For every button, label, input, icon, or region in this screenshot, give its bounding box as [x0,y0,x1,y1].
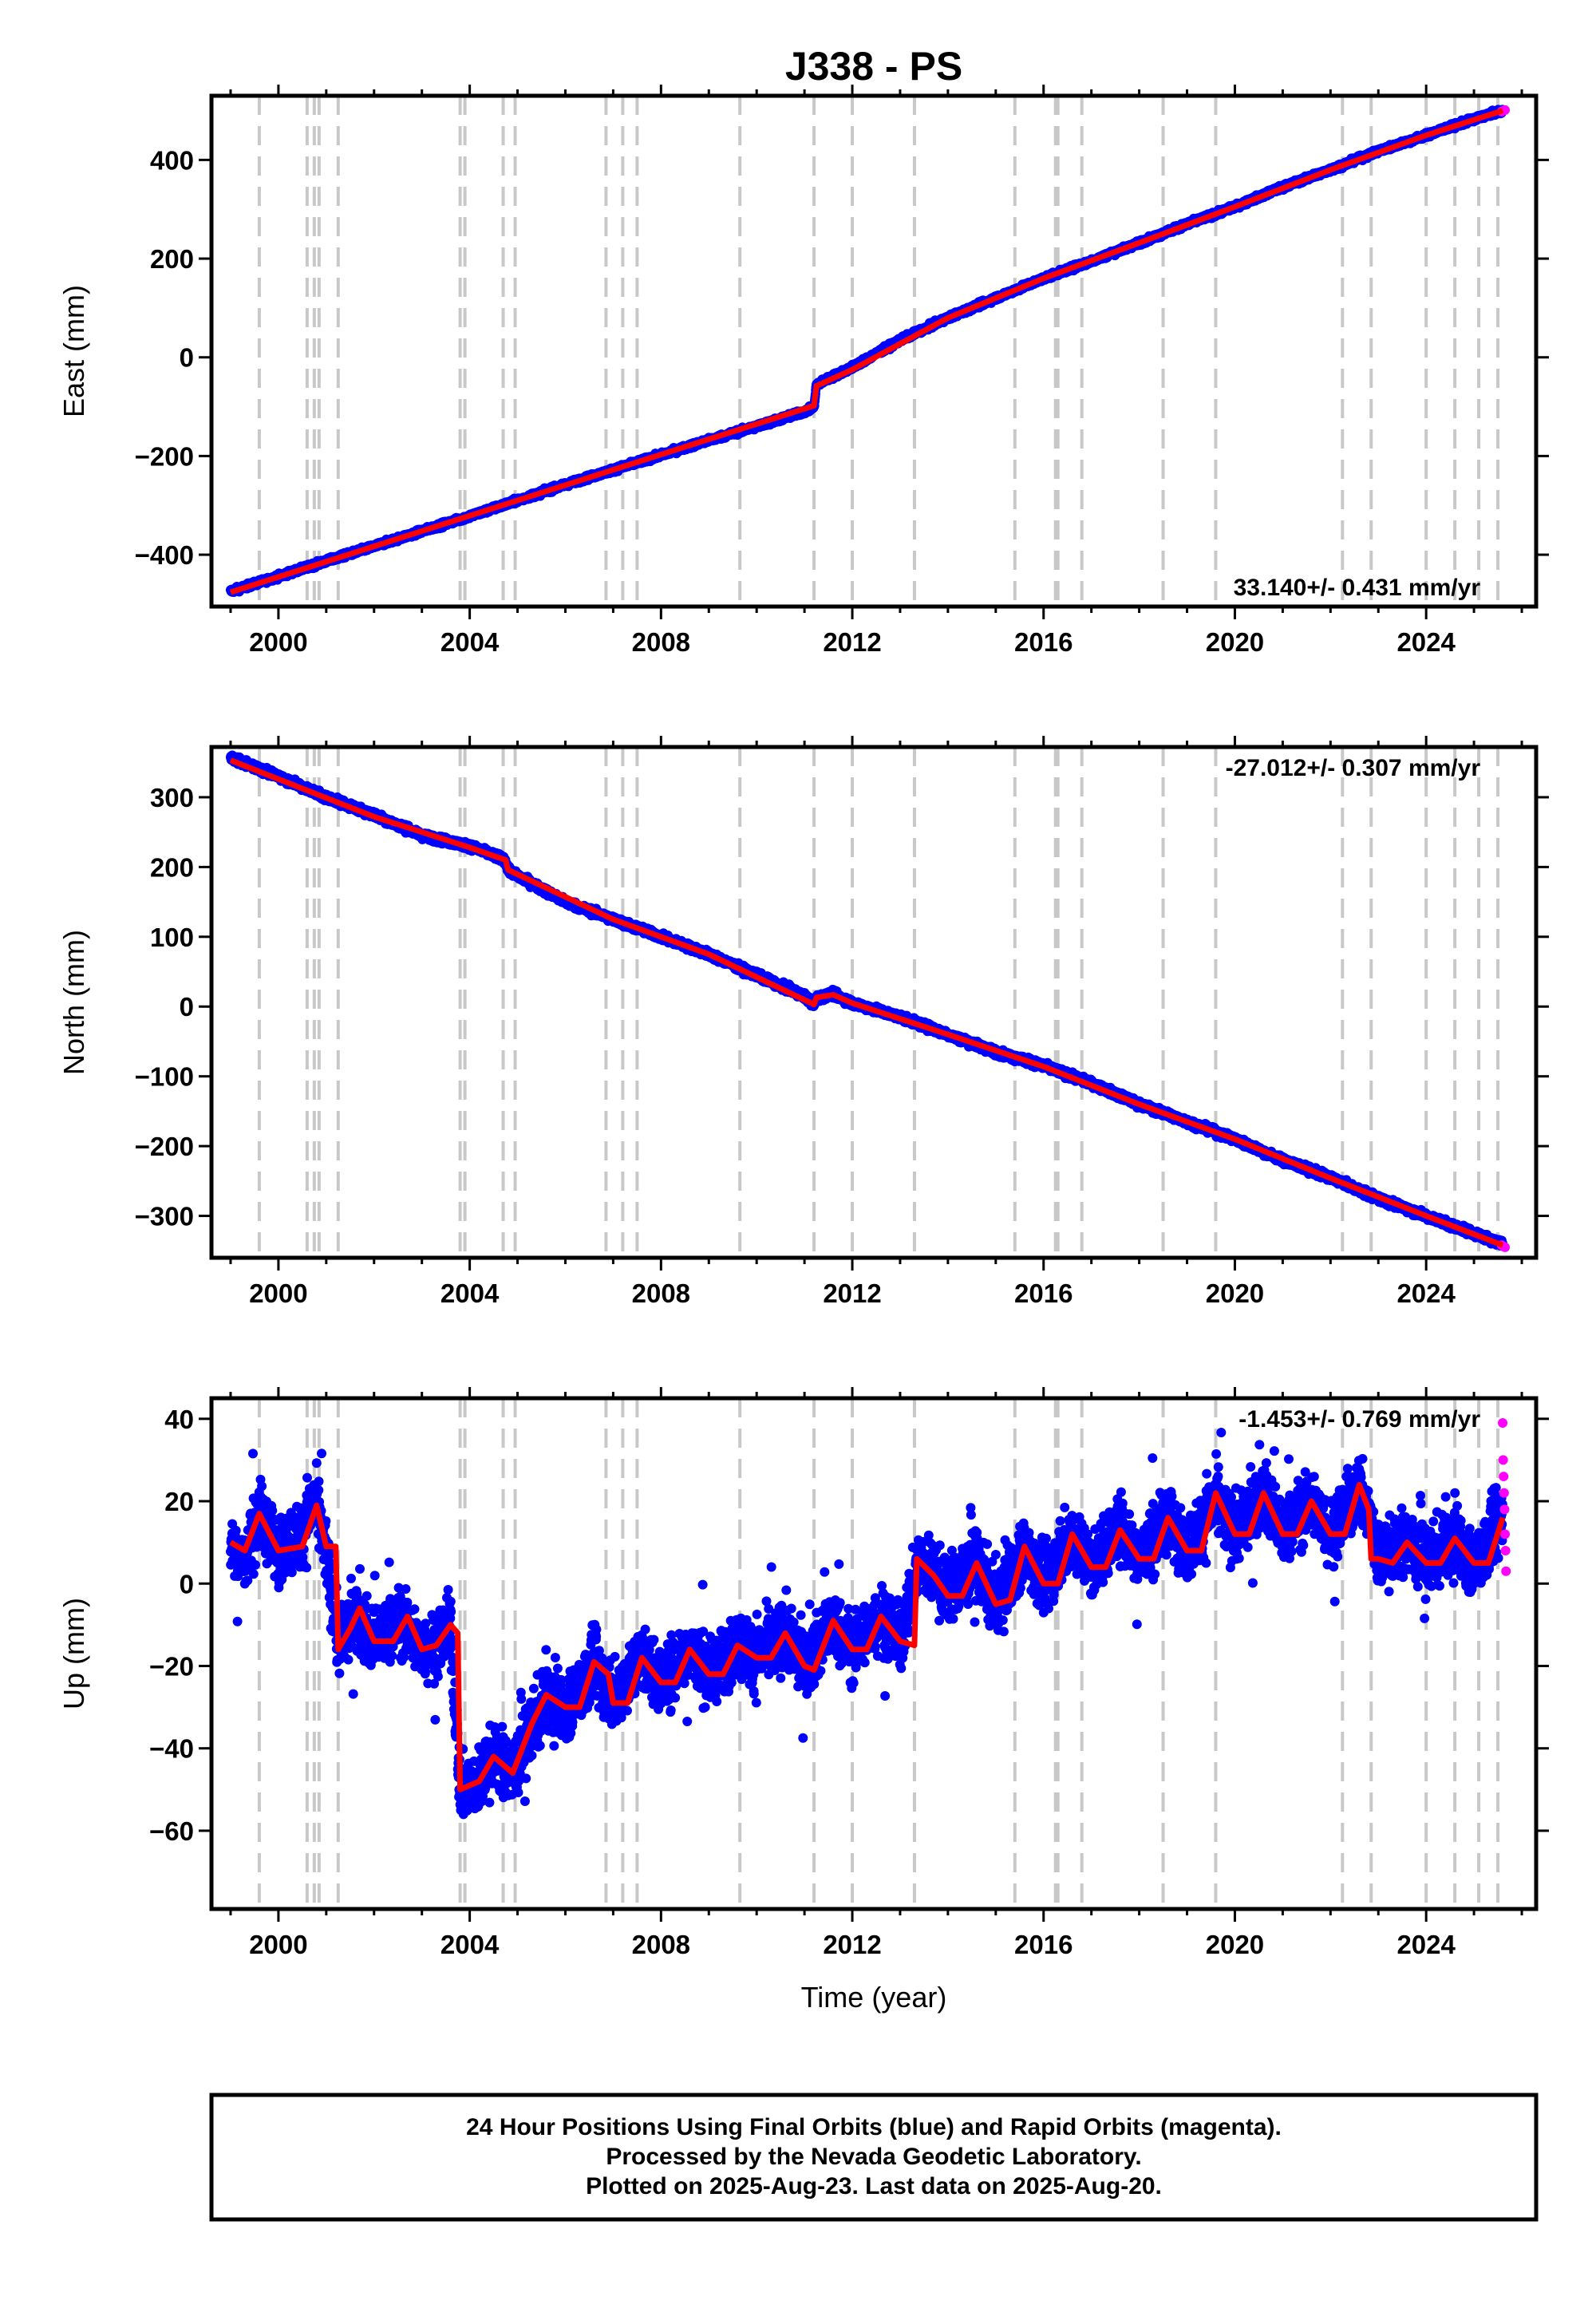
figure-title: J338 - PS [785,44,962,89]
east-panel: 2000 2004 2008 2012 2016 2020 2024−400−2000200… [57,85,1549,657]
